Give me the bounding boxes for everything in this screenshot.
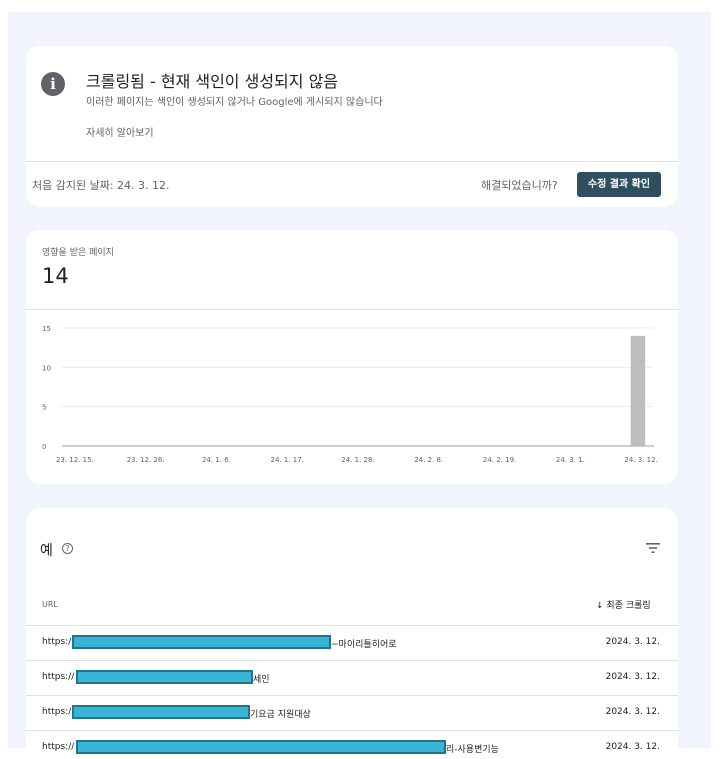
x-tick-label: 24. 1. 28. [341, 456, 374, 464]
issue-description: 이러한 페이지는 색인이 생성되지 않거나 Google에 게시되지 않습니다 [86, 97, 383, 108]
x-tick-label: 24. 3. 12. [624, 456, 657, 464]
table-row[interactable]: https:/ ~마이리틀히어로 2024. 3. 12. [26, 626, 678, 661]
chart-bar [630, 335, 639, 446]
divider [26, 730, 678, 731]
chart-bar [637, 335, 646, 446]
filter-icon[interactable] [645, 541, 661, 555]
divider [26, 161, 678, 162]
divider [26, 695, 678, 696]
redaction-bar [72, 635, 331, 649]
y-tick-label: 0 [42, 443, 46, 451]
issue-card: i 크롤링됨 - 현재 색인이 생성되지 않음 이러한 페이지는 색인이 생성되… [26, 46, 678, 207]
last-crawl-date: 2024. 3. 12. [605, 637, 660, 647]
examples-card: 예 ? URL ↓ 최종 크롤링 https:/ ~마이리틀히어로 2024. … [26, 508, 678, 759]
url-suffix: ~마이리틀히어로 [331, 640, 397, 650]
url-prefix: https:/ [42, 707, 72, 717]
last-crawl-date: 2024. 3. 12. [605, 707, 660, 717]
redaction-bar [72, 705, 250, 719]
info-icon: i [41, 72, 65, 96]
affected-pages-count: 14 [42, 264, 69, 288]
divider [26, 309, 678, 310]
resolved-question: 해결되었습니까? [481, 179, 558, 192]
affected-pages-chart: 0 5 10 15 23. 12. 15. 23. 12. 26. 24. 1. 6. 24.… [42, 325, 658, 464]
y-tick-label: 5 [42, 404, 46, 412]
x-tick-label: 24. 1. 6. [202, 456, 231, 464]
learn-more-link[interactable]: 자세히 알아보기 [86, 128, 154, 139]
issue-title: 크롤링됨 - 현재 색인이 생성되지 않음 [86, 72, 339, 91]
x-tick-label: 24. 2. 19. [483, 456, 516, 464]
url-prefix: https:// [42, 672, 75, 682]
table-row[interactable]: https:/ 기요금 지원대상 2024. 3. 12. [26, 696, 678, 731]
url-suffix: 리-사용변기능 [446, 745, 499, 755]
column-header-last-crawl[interactable]: ↓ 최종 크롤링 [596, 601, 651, 611]
url-suffix: 세인 [253, 675, 270, 685]
last-crawl-date: 2024. 3. 12. [605, 672, 660, 682]
table-row[interactable]: https:// 리-사용변기능 2024. 3. 12. [26, 731, 678, 759]
table-row[interactable]: https:// 세인 2024. 3. 12. [26, 661, 678, 696]
column-header-url[interactable]: URL [42, 600, 58, 609]
last-crawl-date: 2024. 3. 12. [605, 742, 660, 752]
divider [26, 660, 678, 661]
y-tick-label: 10 [42, 364, 51, 372]
url-suffix: 기요금 지원대상 [250, 710, 311, 720]
x-tick-label: 24. 2. 8. [414, 456, 443, 464]
affected-pages-card: 영향을 받은 페이지 14 0 5 10 15 23. 12. 15. 23. 12. 2… [26, 230, 678, 484]
validate-fix-button[interactable]: 수정 결과 확인 [577, 172, 661, 197]
y-tick-label: 15 [42, 325, 51, 333]
url-prefix: https:// [42, 742, 75, 752]
examples-title: 예 [40, 543, 53, 559]
x-tick-label: 24. 3. 1. [556, 456, 585, 464]
x-tick-label: 24. 1. 17. [271, 456, 304, 464]
x-tick-label: 23. 12. 15. [56, 456, 94, 464]
divider [26, 625, 678, 626]
affected-pages-label: 영향을 받은 페이지 [42, 248, 114, 258]
redaction-bar [76, 670, 253, 684]
url-prefix: https:/ [42, 637, 72, 647]
first-detected-date: 처음 감지된 날짜: 24. 3. 12. [32, 179, 170, 192]
help-icon[interactable]: ? [62, 543, 73, 554]
x-tick-label: 23. 12. 26. [127, 456, 165, 464]
redaction-bar [76, 740, 446, 754]
